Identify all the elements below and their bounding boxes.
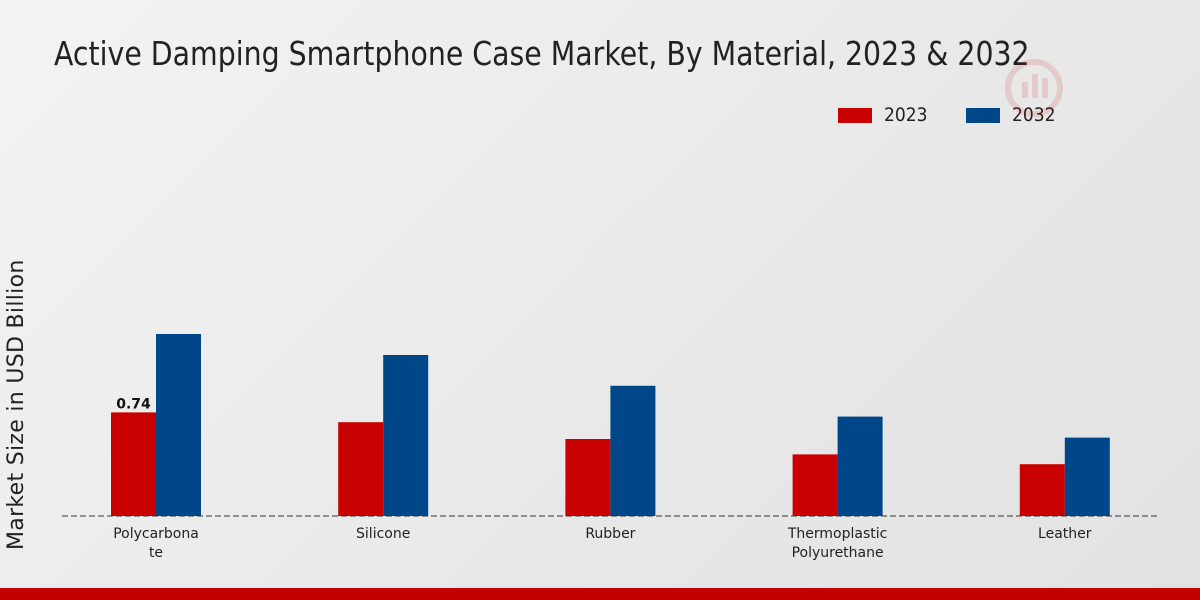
bar-2023-1 [338, 422, 384, 516]
legend-label-2032: 2032 [1012, 104, 1056, 126]
x-tick-label-line: Polyurethane [792, 545, 884, 561]
x-tick-labels: Polycarbona te Silicone Rubber Thermoplastic… [113, 526, 1092, 561]
data-labels: 0.74 [116, 396, 151, 412]
x-tick-label-line: Rubber [585, 526, 635, 542]
x-tick-label-line: Silicone [356, 526, 410, 542]
x-tick-label-3: Thermoplastic Polyurethane [787, 526, 887, 561]
bottom-accent-bar [0, 588, 1200, 600]
bar-2032-4 [1064, 437, 1110, 516]
legend-item-2023: 2023 [838, 104, 932, 126]
bar-2032-0 [156, 334, 201, 516]
watermark-logo [1005, 59, 1063, 117]
data-label-0: 0.74 [116, 396, 151, 412]
bar-2023-3 [792, 454, 838, 516]
bar-2032-2 [610, 385, 656, 516]
x-tick-label-line: Thermoplastic [787, 526, 887, 542]
x-tick-label-line: Polycarbona [113, 526, 199, 542]
bar-2032-1 [383, 355, 429, 516]
x-tick-label-line: te [149, 545, 163, 561]
x-tick-label-1: Silicone [356, 526, 410, 542]
bar-2032-3 [837, 416, 883, 516]
x-tick-label-2: Rubber [585, 526, 635, 542]
legend-label-2023: 2023 [884, 104, 928, 126]
bar-2023-4 [1019, 464, 1065, 516]
legend-swatch-2023 [838, 107, 872, 123]
legend-item-2032: 2032 [966, 104, 1060, 126]
x-tick-label-4: Leather [1038, 526, 1092, 542]
chart-title: Active Damping Smartphone Case Market, B… [54, 34, 1030, 73]
legend-swatch-2032 [966, 107, 1001, 123]
x-tick-label-line: Leather [1038, 526, 1092, 542]
bars-group [111, 334, 1110, 516]
bar-2023-0 [111, 412, 156, 516]
bar-2023-2 [565, 439, 611, 516]
legend: 2023 2032 [838, 104, 1095, 126]
x-tick-label-0: Polycarbona te [113, 526, 199, 561]
